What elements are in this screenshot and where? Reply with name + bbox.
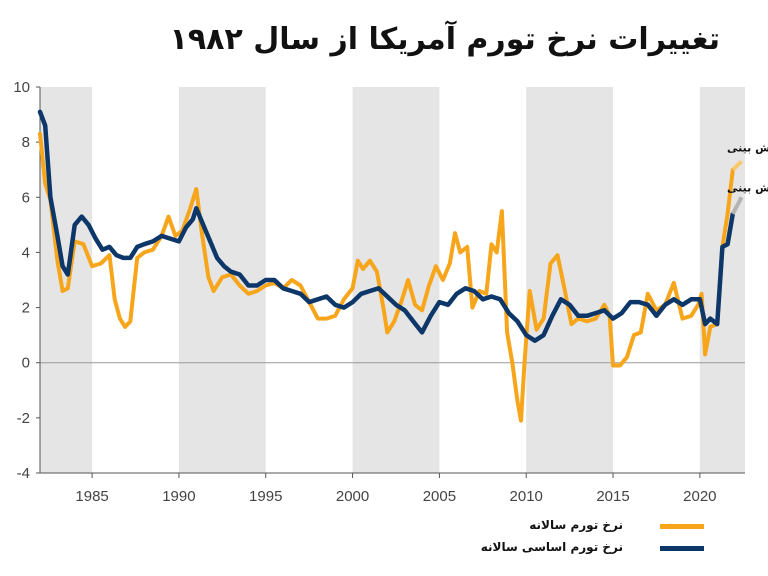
- forecast-extension: [731, 196, 744, 215]
- headline-inflation-line: [38, 131, 735, 423]
- legend-core-label: نرخ تورم اساسی سالانه: [480, 540, 623, 554]
- x-tick-label: 1985: [75, 488, 108, 505]
- shaded-band: [352, 87, 440, 473]
- legend-headline-swatch: [660, 524, 704, 529]
- y-tick-label: 6: [22, 189, 30, 206]
- x-tick-label: 2015: [596, 488, 629, 505]
- shaded-bands: [40, 87, 745, 473]
- y-tick-label: -4: [17, 465, 30, 482]
- axes: -4 -2 0 2 4 6 8 10 1985 1990 1995 2000 2005 2010 2015 2…: [13, 79, 745, 505]
- legend-headline-label: نرخ تورم سالانه: [529, 518, 623, 532]
- x-tick-label: 2010: [510, 488, 543, 505]
- forecast-extension: [731, 159, 743, 172]
- y-tick-label: 4: [22, 244, 30, 261]
- y-tick-label: 8: [22, 134, 30, 151]
- series-lines: [37, 109, 736, 423]
- forecast-annotations: پیش بینی پیش بینی: [727, 141, 768, 215]
- forecast-label: پیش بینی: [727, 181, 768, 194]
- x-tick-label: 2000: [336, 488, 369, 505]
- shaded-band: [526, 87, 614, 473]
- shaded-band: [699, 87, 745, 473]
- y-tick-label: -2: [17, 410, 30, 427]
- legend-core-swatch: [660, 546, 704, 551]
- x-tick-label: 2020: [683, 488, 716, 505]
- page-title: تغییرات نرخ تورم آمریکا از سال ۱۹۸۲: [169, 22, 720, 57]
- y-tick-label: 10: [13, 79, 30, 96]
- x-tick-label: 1995: [249, 488, 282, 505]
- forecast-label: پیش بینی: [727, 141, 768, 154]
- x-tick-label: 2005: [423, 488, 456, 505]
- x-tick-label: 1990: [162, 488, 195, 505]
- core-inflation-line: [37, 109, 736, 343]
- y-tick-label: 2: [22, 300, 30, 317]
- y-tick-label: 0: [22, 355, 30, 372]
